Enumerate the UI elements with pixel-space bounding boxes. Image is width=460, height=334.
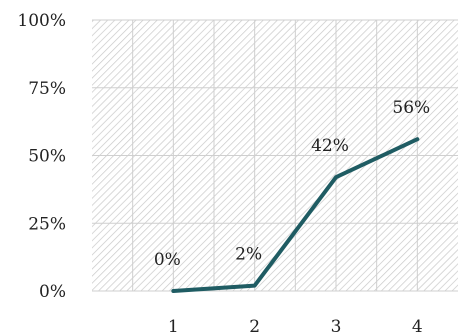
data-series xyxy=(171,137,420,293)
x-tick-label: 1 xyxy=(168,317,179,334)
data-labels: 0% 2% 42% 56% xyxy=(154,98,430,270)
gridlines xyxy=(92,19,458,292)
y-tick-label: 25% xyxy=(28,214,66,234)
y-tick-label: 0% xyxy=(39,282,66,302)
y-tick-label: 100% xyxy=(17,11,66,31)
x-tick-label: 2 xyxy=(249,317,260,334)
x-tick-label: 4 xyxy=(412,317,423,334)
y-axis-ticks: 0% 25% 50% 75% 100% xyxy=(17,11,66,302)
data-label: 0% xyxy=(154,250,181,270)
series-line xyxy=(171,137,420,293)
x-axis-ticks: 1 2 3 4 xyxy=(168,317,423,334)
y-tick-label: 75% xyxy=(28,79,66,99)
x-tick-label: 3 xyxy=(331,317,342,334)
y-tick-label: 50% xyxy=(28,147,66,167)
data-label: 2% xyxy=(235,245,262,265)
data-label: 42% xyxy=(311,136,349,156)
data-label: 56% xyxy=(392,98,430,118)
